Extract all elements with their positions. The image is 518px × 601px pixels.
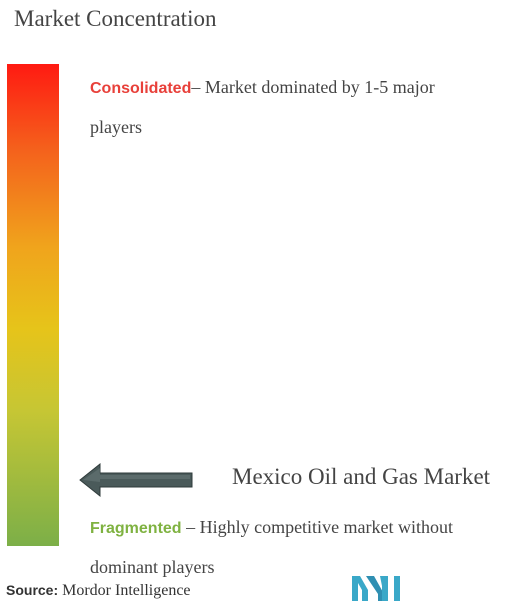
fragmented-description: Fragmented – Highly competitive market w… [90,508,510,586]
source-text: Mordor Intelligence [58,582,191,599]
fragmented-text: – Highly competitive market without domi… [90,517,454,577]
consolidated-text: – Market dominated by 1-5 major players [90,77,435,137]
page-title: Market Concentration [14,6,217,31]
source-label: Source: [6,582,59,598]
consolidated-label: Consolidated [90,80,192,97]
concentration-gradient-bar [7,64,59,546]
market-label: Mexico Oil and Gas Market [232,464,491,489]
consolidated-description: Consolidated– Market dominated by 1-5 ma… [90,68,490,146]
market-position-arrow-icon [79,462,193,498]
fragmented-label: Fragmented [90,520,182,537]
source-attribution: Source: Mordor Intelligence [6,582,191,600]
mordor-intelligence-logo-icon [352,576,400,601]
